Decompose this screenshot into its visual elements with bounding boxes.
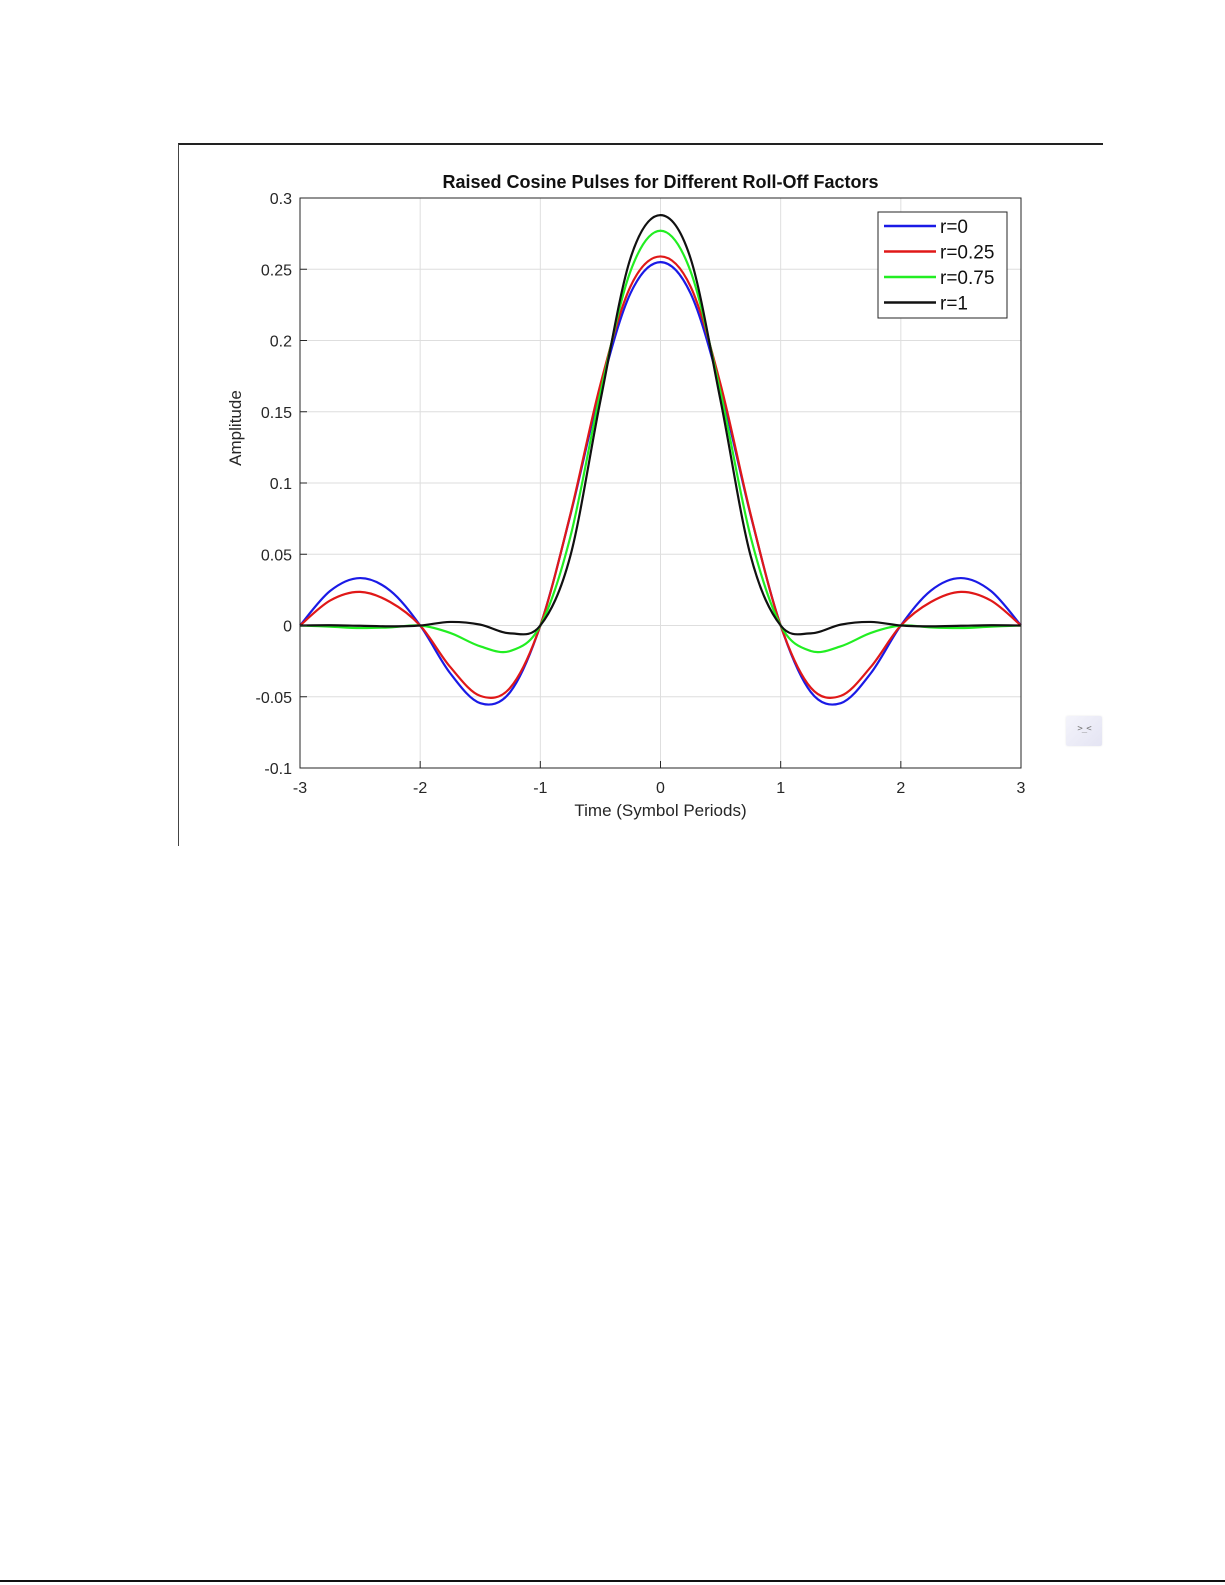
x-tick-label: -2: [413, 780, 427, 797]
x-tick-label: 0: [656, 780, 665, 797]
y-tick-label: -0.1: [264, 761, 292, 778]
x-axis-label: Time (Symbol Periods): [574, 801, 746, 820]
legend-box: [877, 211, 1008, 319]
y-tick-label: 0.2: [270, 334, 292, 351]
ticks: -3 -2 -1 0 1 2 3 -0.1 -0.05 0 0.05 0.1 0.15 0.2 0.25 0.…: [256, 191, 1026, 797]
y-tick-label: 0.25: [261, 262, 292, 279]
legend: r=0 r=0.25 r=0.75 r=1: [877, 211, 1008, 319]
y-axis-label: Amplitude: [226, 390, 245, 466]
figure-frame: [178, 143, 1103, 846]
series-line-3: [299, 214, 1022, 636]
legend-label: r=0: [940, 217, 968, 238]
y-tick-label: 0.1: [270, 476, 292, 493]
y-tick-label: 0.15: [261, 405, 292, 422]
series-layer: [299, 214, 1022, 706]
x-tick-label: 2: [896, 780, 905, 797]
y-tick-label: -0.05: [256, 690, 293, 707]
x-tick-label: 1: [776, 780, 785, 797]
series-line-1: [299, 255, 1022, 699]
series-line-0: [299, 261, 1022, 706]
legend-label: r=0.25: [940, 243, 994, 264]
x-tick-label: -3: [293, 780, 307, 797]
series-line-2: [299, 229, 1022, 654]
y-tick-label: 0.05: [261, 547, 292, 564]
y-tick-label: 0: [283, 619, 292, 636]
legend-label: r=0.75: [940, 268, 994, 289]
x-tick-label: 3: [1017, 780, 1026, 797]
legend-label: r=1: [940, 294, 968, 315]
x-tick-label: -1: [533, 780, 547, 797]
y-tick-label: 0.3: [270, 191, 292, 208]
page-divider: [0, 1580, 1225, 1582]
terminal-face-icon[interactable]: >_<: [1066, 716, 1102, 746]
chart-title: Raised Cosine Pulses for Different Roll-…: [442, 172, 878, 192]
